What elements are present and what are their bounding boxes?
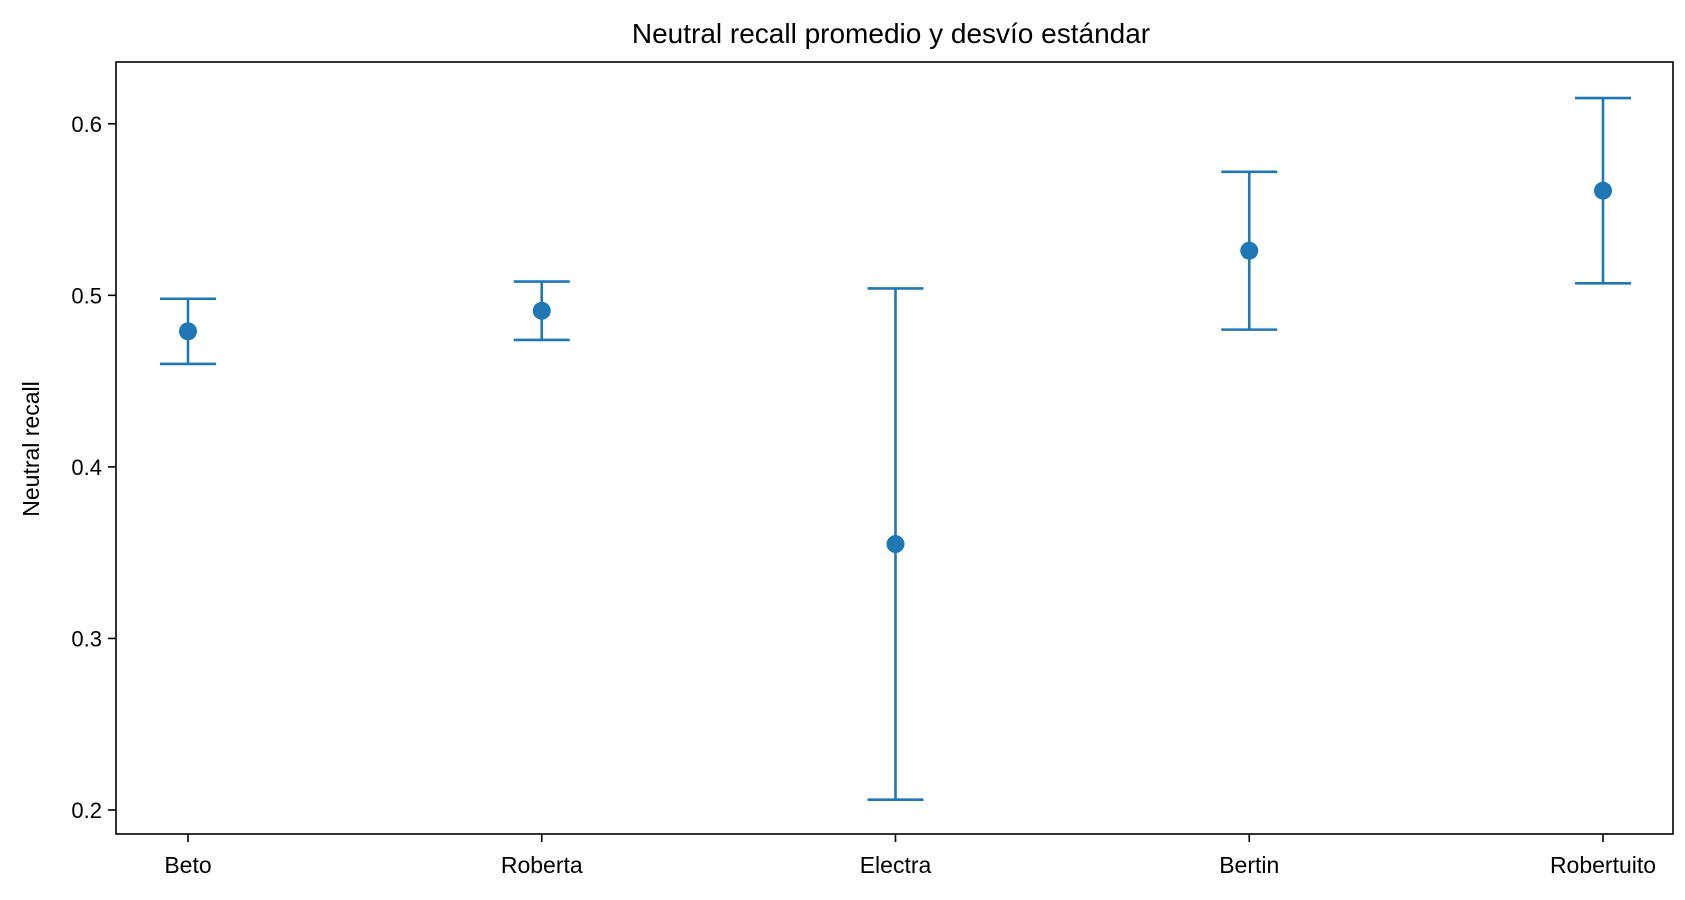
mean-point bbox=[1594, 181, 1612, 200]
x-tick-label: Robertuito bbox=[1550, 852, 1656, 878]
plot-frame bbox=[115, 61, 1674, 835]
mean-point bbox=[532, 301, 551, 320]
y-tick-label: 0.4 bbox=[71, 455, 102, 480]
mean-point bbox=[179, 322, 197, 341]
y-tick-label: 0.5 bbox=[71, 283, 102, 308]
x-tick-label: Bertin bbox=[1219, 852, 1279, 878]
mean-point bbox=[886, 535, 905, 554]
chart-title: Neutral recall promedio y desvío estánda… bbox=[632, 18, 1150, 49]
x-tick-label: Electra bbox=[860, 852, 932, 878]
y-tick-label: 0.3 bbox=[71, 626, 102, 651]
x-tick-label: Beto bbox=[164, 852, 211, 878]
y-axis-label: Neutral recall bbox=[18, 381, 44, 517]
y-tick-label: 0.2 bbox=[71, 798, 102, 823]
plot-marks: 0.2 0.3 0.4 0.5 0.6 Beto Roberta Electra Bertin R… bbox=[71, 96, 1656, 878]
x-tick-label: Roberta bbox=[501, 852, 583, 878]
mean-point bbox=[1240, 241, 1259, 260]
y-tick-label: 0.6 bbox=[71, 112, 102, 137]
